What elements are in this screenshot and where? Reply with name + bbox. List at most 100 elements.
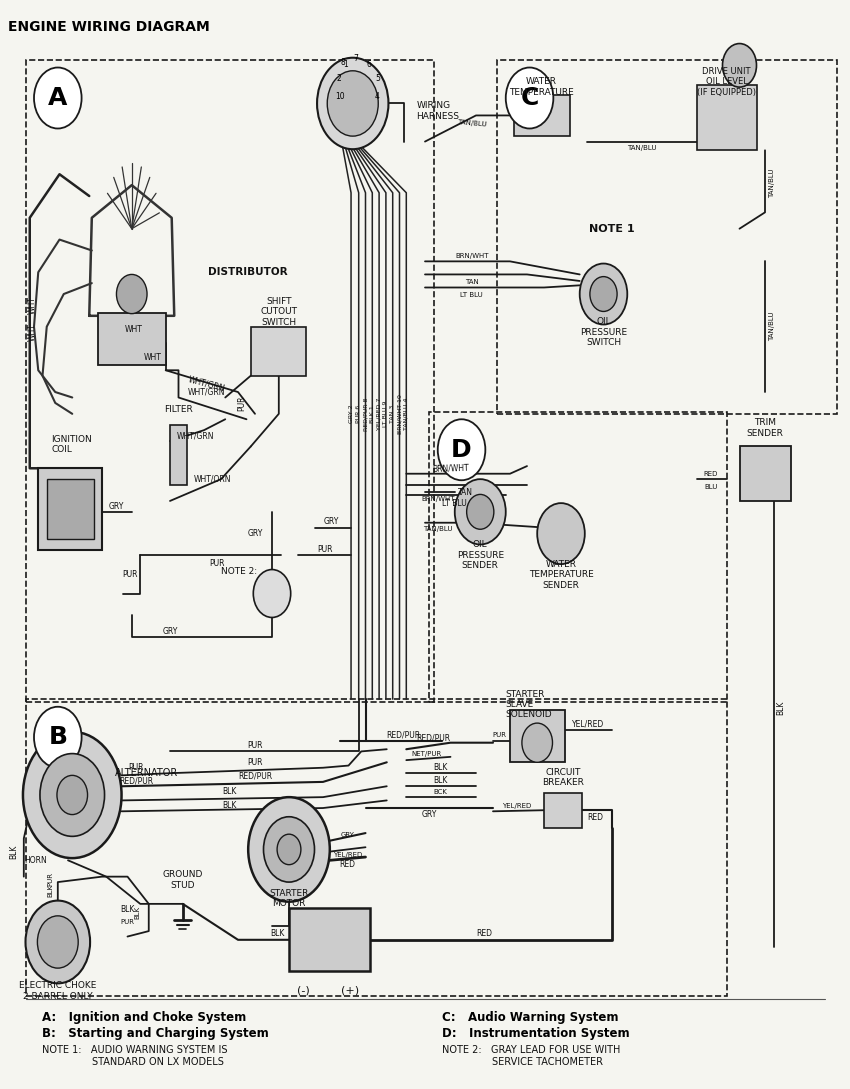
Text: BLK: BLK <box>270 929 284 938</box>
Circle shape <box>57 775 88 815</box>
Text: RED: RED <box>477 929 492 938</box>
Text: BLK: BLK <box>134 906 141 919</box>
Text: BRN/WHT 10: BRN/WHT 10 <box>397 394 402 433</box>
Text: TAN/BLU: TAN/BLU <box>627 145 656 151</box>
Text: TAN/BLU: TAN/BLU <box>768 168 775 198</box>
Text: OIL
PRESSURE
SENDER: OIL PRESSURE SENDER <box>456 540 504 571</box>
Text: BLK: BLK <box>434 776 447 785</box>
Text: TAN: TAN <box>465 279 479 285</box>
Text: 8: 8 <box>340 58 345 66</box>
Text: LT BLU 9: LT BLU 9 <box>383 401 388 427</box>
Text: STARTER
SLAVE
SOLENOID: STARTER SLAVE SOLENOID <box>506 689 552 720</box>
Text: (-): (-) <box>298 986 310 996</box>
Text: PUR: PUR <box>122 571 138 579</box>
Circle shape <box>34 707 82 768</box>
Circle shape <box>537 503 585 564</box>
Text: GRY: GRY <box>162 627 178 636</box>
Text: BLK 1: BLK 1 <box>370 405 375 423</box>
Text: NET/PUR: NET/PUR <box>411 750 442 757</box>
Text: PUR: PUR <box>493 732 507 738</box>
Text: RED: RED <box>704 470 717 477</box>
Circle shape <box>264 817 314 882</box>
Bar <box>26 779 119 811</box>
Circle shape <box>26 901 90 983</box>
Circle shape <box>455 479 506 544</box>
Text: PUR 6: PUR 6 <box>356 405 361 423</box>
Text: NOTE 1: NOTE 1 <box>589 223 635 234</box>
Text: WHT: WHT <box>28 323 37 341</box>
Text: WIRING
HARNESS: WIRING HARNESS <box>416 101 460 121</box>
Text: SHIFT
CUTOUT
SWITCH: SHIFT CUTOUT SWITCH <box>260 297 298 327</box>
Circle shape <box>23 732 122 858</box>
Text: BLK: BLK <box>223 802 236 810</box>
Text: D:   Instrumentation System: D: Instrumentation System <box>442 1027 630 1040</box>
Text: GRY: GRY <box>247 529 263 538</box>
Circle shape <box>522 723 552 762</box>
Text: YEL/RED: YEL/RED <box>502 803 531 809</box>
Text: BLK: BLK <box>434 763 447 772</box>
Text: TAN/BLU 4: TAN/BLU 4 <box>404 397 409 430</box>
Text: WHT: WHT <box>144 353 162 362</box>
Text: OIL
PRESSURE
SWITCH: OIL PRESSURE SWITCH <box>580 317 627 347</box>
Circle shape <box>590 277 617 311</box>
Text: PUR: PUR <box>121 919 134 926</box>
Bar <box>26 60 434 702</box>
Text: WATER
TEMPERATURE
SENDER: WATER TEMPERATURE SENDER <box>529 560 593 590</box>
Text: 4: 4 <box>375 93 380 101</box>
Text: C:   Audio Warning System: C: Audio Warning System <box>442 1011 619 1024</box>
Text: WHT/GRN: WHT/GRN <box>177 431 214 440</box>
Text: TAN/BLU: TAN/BLU <box>423 526 452 533</box>
Text: BLK: BLK <box>776 700 785 715</box>
Bar <box>697 85 756 150</box>
Circle shape <box>506 68 553 129</box>
Text: RED: RED <box>587 813 603 822</box>
Text: D: D <box>451 438 472 462</box>
Text: TAN/BLU: TAN/BLU <box>456 119 487 127</box>
Circle shape <box>40 754 105 836</box>
Text: PUR: PUR <box>247 742 263 750</box>
Circle shape <box>317 58 388 149</box>
Circle shape <box>277 834 301 865</box>
Text: PUR: PUR <box>237 395 246 411</box>
Text: DISTRIBUTOR: DISTRIBUTOR <box>208 267 288 278</box>
Text: NOTE 1:   AUDIO WARNING SYSTEM IS
                STANDARD ON LX MODELS: NOTE 1: AUDIO WARNING SYSTEM IS STANDARD… <box>42 1045 228 1067</box>
Text: FILTER: FILTER <box>164 405 193 414</box>
Text: 6: 6 <box>366 60 371 69</box>
Text: GROUND
STUD: GROUND STUD <box>162 870 203 890</box>
Bar <box>98 313 166 365</box>
Bar <box>497 60 837 414</box>
Bar <box>38 468 102 550</box>
Circle shape <box>248 797 330 902</box>
Text: A: A <box>48 86 67 110</box>
Text: RED/PUR 8: RED/PUR 8 <box>363 397 368 430</box>
Text: BLU: BLU <box>704 484 717 490</box>
Text: STARTER
MOTOR: STARTER MOTOR <box>269 889 309 908</box>
Circle shape <box>438 419 485 480</box>
Text: 5: 5 <box>376 74 381 83</box>
Bar <box>740 446 790 501</box>
Text: WATER
TEMPERATURE: WATER TEMPERATURE <box>509 77 574 97</box>
Text: ELECTRIC CHOKE
2 BARREL ONLY: ELECTRIC CHOKE 2 BARREL ONLY <box>19 981 97 1001</box>
Text: TAN: TAN <box>458 488 473 497</box>
Text: PUR: PUR <box>317 546 332 554</box>
Text: YEL/RED: YEL/RED <box>333 852 362 858</box>
Bar <box>544 793 582 828</box>
Text: B: B <box>48 725 67 749</box>
Text: RED/PUR: RED/PUR <box>119 776 153 785</box>
Text: 2: 2 <box>337 74 342 83</box>
Bar <box>289 908 370 971</box>
Bar <box>47 479 94 539</box>
Text: LT BLU: LT BLU <box>461 292 483 298</box>
Text: BCK: BCK <box>434 788 447 795</box>
Text: WHT/GRN: WHT/GRN <box>187 376 226 393</box>
Text: GRY: GRY <box>324 517 339 526</box>
Circle shape <box>34 68 82 129</box>
Text: GRY: GRY <box>341 832 354 839</box>
Bar <box>251 327 306 376</box>
Circle shape <box>116 274 147 314</box>
Text: TAN/BLU: TAN/BLU <box>768 311 775 342</box>
Bar <box>514 95 570 136</box>
Text: RED/PUR: RED/PUR <box>387 731 421 739</box>
Text: GRY 2: GRY 2 <box>348 404 354 424</box>
Text: LT BLU: LT BLU <box>442 499 468 507</box>
